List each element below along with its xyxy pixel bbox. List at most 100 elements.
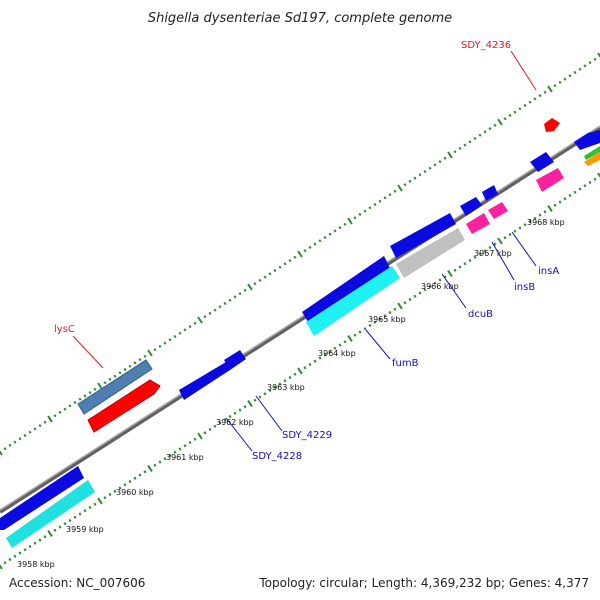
minor-tick [578, 187, 582, 191]
minor-tick [158, 344, 162, 348]
minor-tick [78, 512, 82, 516]
minor-tick [73, 400, 77, 405]
minor-tick [128, 479, 132, 484]
minor-tick [88, 391, 92, 395]
major-tick [497, 118, 503, 126]
minor-tick [313, 242, 317, 246]
minor-tick [563, 197, 567, 201]
minor-tick [388, 193, 392, 197]
gene-lower-blue[interactable] [0, 466, 84, 530]
minor-tick [488, 245, 492, 250]
minor-tick [543, 90, 547, 94]
minor-tick [193, 437, 197, 441]
gene-label-SDY_4228[interactable]: SDY_4228 [252, 451, 302, 462]
gene-label-lysC[interactable]: lysC [54, 324, 75, 335]
gene-dcuB[interactable] [390, 213, 456, 258]
gene-blue-right[interactable] [530, 152, 554, 172]
minor-tick [393, 307, 397, 311]
tick-label: 3964 kbp [318, 349, 356, 358]
minor-tick [153, 463, 157, 467]
minor-tick [478, 252, 482, 256]
minor-tick [593, 177, 597, 181]
minor-tick [508, 113, 512, 117]
gene-insB-blue[interactable] [460, 197, 482, 216]
minor-tick [433, 281, 437, 285]
gene-pink-right[interactable] [536, 168, 564, 192]
gene-lower-cyan[interactable] [6, 480, 95, 548]
gene-insB[interactable] [466, 213, 490, 234]
minor-tick [468, 140, 472, 144]
minor-tick [403, 301, 407, 305]
minor-tick [123, 367, 127, 372]
minor-tick [413, 294, 417, 298]
minor-tick [588, 61, 592, 65]
gene-green-right[interactable] [584, 146, 600, 160]
gene-insA-blue[interactable] [482, 185, 498, 201]
minor-tick [338, 226, 342, 230]
minor-tick [143, 354, 147, 358]
minor-tick [228, 414, 232, 419]
gene-label-SDY_4229[interactable]: SDY_4229 [282, 430, 332, 441]
minor-tick [113, 489, 117, 493]
major-tick [297, 367, 303, 375]
minor-tick [323, 353, 327, 357]
major-tick [597, 52, 600, 58]
minor-tick [343, 340, 347, 344]
gene-label-insA[interactable]: insA [538, 266, 559, 277]
gene-insA[interactable] [488, 202, 508, 219]
major-tick [497, 237, 503, 245]
minor-tick [133, 361, 137, 365]
minor-tick [123, 483, 127, 487]
gene-SDY_4236[interactable] [544, 118, 560, 132]
minor-tick [368, 206, 372, 210]
minor-tick [413, 176, 417, 180]
major-tick [547, 205, 553, 212]
gene-fumB-cyan[interactable] [306, 266, 400, 336]
gene-outer-blue-right[interactable] [574, 130, 600, 150]
minor-tick [243, 405, 247, 409]
minor-tick [113, 374, 117, 378]
minor-tick [488, 127, 492, 131]
gene-lysC[interactable] [87, 379, 161, 433]
minor-tick [43, 420, 47, 424]
minor-tick [213, 308, 217, 312]
major-tick [197, 432, 203, 440]
minor-tick [503, 236, 507, 240]
gene-dcuB-gray[interactable] [396, 228, 465, 278]
minor-tick [568, 74, 572, 78]
gene-SDY_4228[interactable] [179, 362, 230, 400]
gene-SDY_4229[interactable] [224, 350, 246, 370]
minor-tick [383, 196, 387, 200]
gene-orange-right[interactable] [584, 152, 600, 166]
minor-tick [553, 84, 557, 88]
gene-label-dcuB[interactable]: dcuB [468, 309, 493, 320]
minor-tick [468, 258, 472, 263]
major-tick [47, 530, 53, 537]
minor-tick [188, 440, 192, 445]
minor-tick [268, 272, 272, 276]
major-tick [297, 250, 303, 258]
gene-label-fumB[interactable]: fumB [392, 358, 419, 369]
minor-tick [508, 232, 512, 237]
minor-tick [283, 379, 287, 383]
minor-tick [568, 193, 572, 198]
major-tick [347, 335, 353, 342]
minor-tick [73, 515, 77, 519]
minor-tick [333, 229, 337, 233]
gene-fumB[interactable] [302, 256, 390, 322]
minor-tick [453, 150, 457, 154]
minor-tick [43, 535, 47, 539]
minor-tick [483, 130, 487, 134]
minor-tick [233, 295, 237, 299]
minor-tick [538, 213, 542, 217]
minor-tick [593, 57, 597, 61]
gene-labels: SDY_4236 lysC insA insB dcuB fumB SDY_42… [54, 40, 559, 462]
gene-label-SDY_4236[interactable]: SDY_4236 [461, 40, 511, 51]
gene-lysC-outer[interactable] [77, 359, 153, 415]
minor-tick [178, 447, 182, 451]
minor-tick [233, 411, 237, 415]
minor-tick [283, 262, 287, 266]
minor-tick [18, 551, 22, 555]
gene-label-insB[interactable]: insB [514, 282, 535, 293]
major-tick [197, 316, 203, 324]
